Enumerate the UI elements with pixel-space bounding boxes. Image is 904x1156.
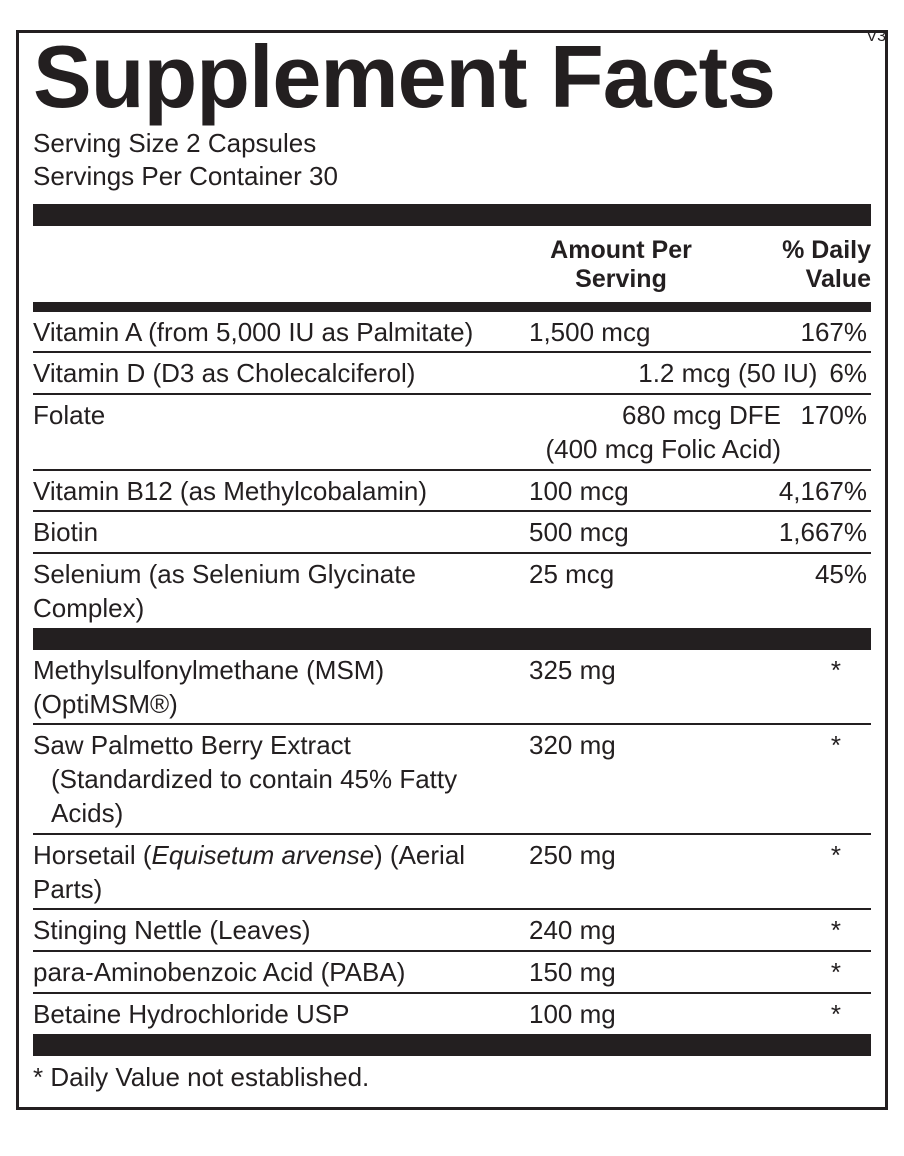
table-row: para-Aminobenzoic Acid (PABA)150 mg*: [33, 952, 871, 994]
table-row: Folate680 mcg DFE(400 mcg Folic Acid)170…: [33, 395, 871, 471]
supplement-facts-panel: Supplement Facts Serving Size 2 Capsules…: [16, 30, 888, 1110]
nutrient-dv: *: [721, 729, 871, 763]
nutrient-name: Saw Palmetto Berry Extract(Standardized …: [33, 729, 521, 830]
table-row: Horsetail (Equisetum arvense) (Aerial Pa…: [33, 835, 871, 911]
nutrient-name: Methylsulfonylmethane (MSM) (OptiMSM®): [33, 654, 521, 722]
nutrient-amount: 25 mcg: [521, 558, 721, 592]
nutrient-dv: *: [721, 914, 871, 948]
nutrient-name: Stinging Nettle (Leaves): [33, 914, 521, 948]
servings-per-container: Servings Per Container 30: [33, 160, 871, 193]
nutrient-amount: 100 mcg: [521, 475, 721, 509]
nutrient-dv: 6%: [817, 357, 871, 391]
nutrient-dv: 1,667%: [721, 516, 871, 550]
nutrient-name: Folate: [33, 399, 521, 433]
column-headers: Amount Per Serving % Daily Value: [33, 226, 871, 302]
table-row: Methylsulfonylmethane (MSM) (OptiMSM®)32…: [33, 650, 871, 726]
table-row: Vitamin B12 (as Methylcobalamin)100 mcg4…: [33, 471, 871, 513]
nutrient-amount: 325 mg: [521, 654, 721, 688]
nutrient-name: Vitamin D (D3 as Cholecalciferol): [33, 357, 608, 391]
nutrient-name: Betaine Hydrochloride USP: [33, 998, 521, 1032]
nutrient-amount: 240 mg: [521, 914, 721, 948]
nutrient-dv: *: [721, 956, 871, 990]
nutrient-dv: 167%: [721, 316, 871, 350]
nutrient-name: para-Aminobenzoic Acid (PABA): [33, 956, 521, 990]
nutrient-amount: 500 mcg: [521, 516, 721, 550]
nutrient-name: Horsetail (Equisetum arvense) (Aerial Pa…: [33, 839, 521, 907]
thick-rule-top: [33, 204, 871, 226]
nutrient-name: Vitamin B12 (as Methylcobalamin): [33, 475, 521, 509]
serving-info: Serving Size 2 Capsules Servings Per Con…: [33, 127, 871, 192]
nutrient-name: Biotin: [33, 516, 521, 550]
panel-title: Supplement Facts: [33, 33, 871, 121]
nutrient-amount: 250 mg: [521, 839, 721, 873]
thick-rule-mid: [33, 628, 871, 650]
nutrient-name: Selenium (as Selenium Glycinate Complex): [33, 558, 521, 626]
thick-rule-bottom: [33, 1034, 871, 1056]
serving-size: Serving Size 2 Capsules: [33, 127, 871, 160]
nutrient-dv: 170%: [781, 399, 871, 433]
table-row: Stinging Nettle (Leaves)240 mg*: [33, 910, 871, 952]
footnote: * Daily Value not established.: [33, 1056, 871, 1095]
nutrient-dv: 4,167%: [721, 475, 871, 509]
table-row: Betaine Hydrochloride USP100 mg*: [33, 994, 871, 1034]
nutrient-section-1: Vitamin A (from 5,000 IU as Palmitate)1,…: [33, 312, 871, 628]
table-row: Vitamin A (from 5,000 IU as Palmitate)1,…: [33, 312, 871, 354]
table-row: Biotin500 mcg1,667%: [33, 512, 871, 554]
header-amount: Amount Per Serving: [521, 236, 721, 294]
header-dv: % Daily Value: [721, 236, 871, 294]
nutrient-amount: 1,500 mcg: [521, 316, 721, 350]
nutrient-amount: 150 mg: [521, 956, 721, 990]
nutrient-section-2: Methylsulfonylmethane (MSM) (OptiMSM®)32…: [33, 650, 871, 1034]
nutrient-amount: 1.2 mcg (50 IU): [608, 357, 817, 391]
nutrient-name: Vitamin A (from 5,000 IU as Palmitate): [33, 316, 521, 350]
nutrient-dv: *: [721, 839, 871, 873]
nutrient-amount: 680 mcg DFE(400 mcg Folic Acid): [521, 399, 781, 467]
table-row: Vitamin D (D3 as Cholecalciferol)1.2 mcg…: [33, 353, 871, 395]
nutrient-dv: *: [721, 654, 871, 688]
nutrient-amount: 320 mg: [521, 729, 721, 763]
nutrient-dv: *: [721, 998, 871, 1032]
table-row: Selenium (as Selenium Glycinate Complex)…: [33, 554, 871, 628]
mid-rule-1: [33, 302, 871, 312]
table-row: Saw Palmetto Berry Extract(Standardized …: [33, 725, 871, 834]
nutrient-dv: 45%: [721, 558, 871, 592]
nutrient-amount: 100 mg: [521, 998, 721, 1032]
